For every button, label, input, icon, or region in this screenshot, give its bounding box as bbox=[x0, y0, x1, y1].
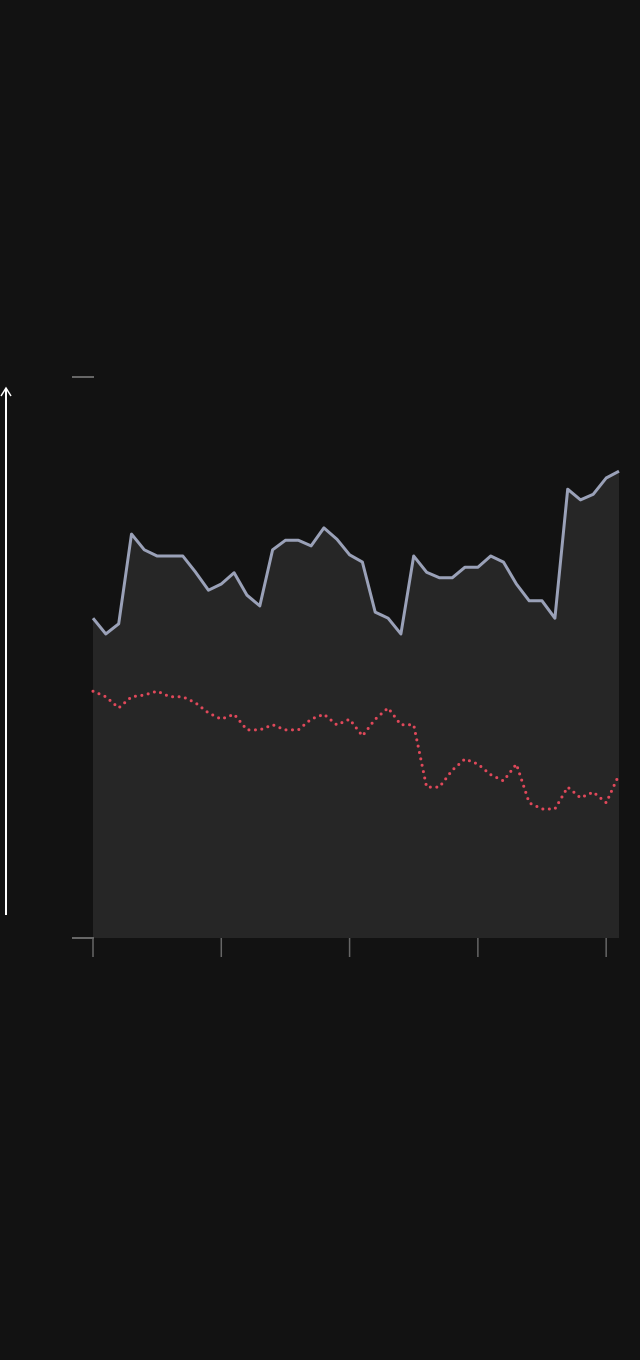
arrow-head bbox=[0, 386, 12, 397]
area bbox=[93, 471, 619, 938]
line bbox=[91, 689, 621, 811]
line bbox=[91, 469, 620, 636]
